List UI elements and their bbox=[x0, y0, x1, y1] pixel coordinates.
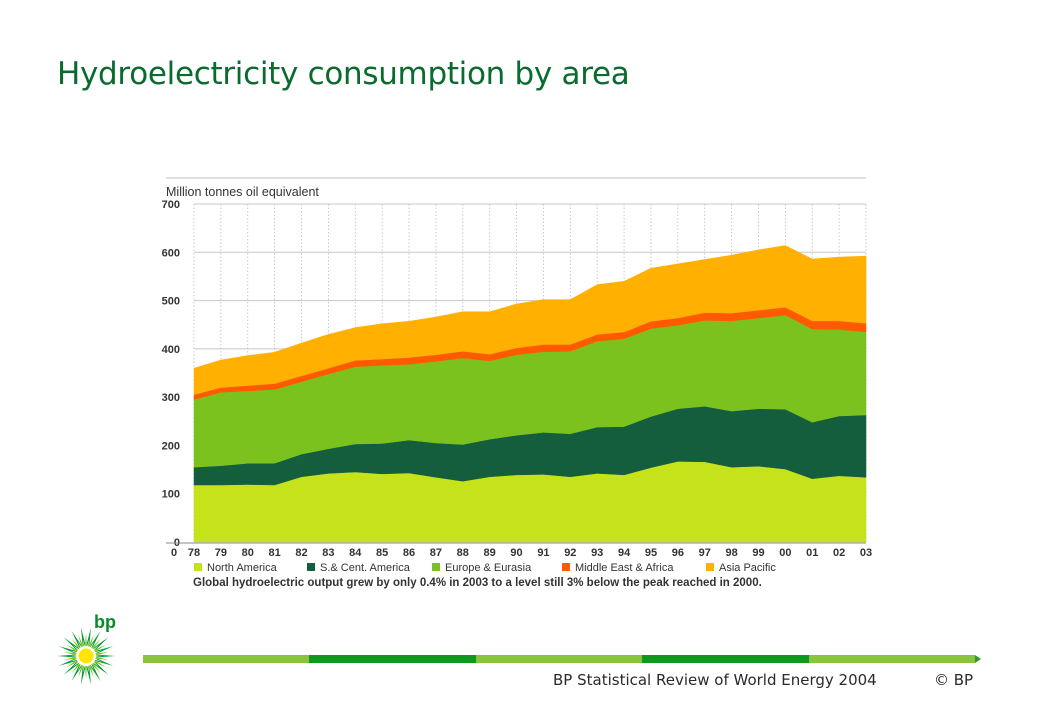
x-tick-label: 81 bbox=[269, 547, 281, 559]
chart-caption: Global hydroelectric output grew by only… bbox=[193, 577, 762, 589]
x-tick-label: 86 bbox=[403, 547, 415, 559]
footer-bar-segment bbox=[143, 655, 310, 663]
x-tick-label: 89 bbox=[484, 547, 496, 559]
x-tick-label: 92 bbox=[564, 547, 576, 559]
x-tick-label: 03 bbox=[860, 547, 872, 559]
x-tick-label: 00 bbox=[779, 547, 791, 559]
bp-logo-text: bp bbox=[94, 612, 116, 632]
legend-item: Middle East & Africa bbox=[562, 562, 674, 574]
x-tick-label: 97 bbox=[699, 547, 711, 559]
y-axis-label: Million tonnes oil equivalent bbox=[166, 185, 319, 199]
x-tick-label: 02 bbox=[833, 547, 845, 559]
legend-label: North America bbox=[207, 562, 278, 574]
legend-swatch bbox=[562, 563, 570, 571]
x-tick-label: 78 bbox=[188, 547, 200, 559]
legend-item: S.& Cent. America bbox=[307, 562, 411, 574]
x-tick-label: 79 bbox=[215, 547, 227, 559]
x-tick-label: 90 bbox=[510, 547, 522, 559]
footer-copyright: © BP bbox=[934, 671, 974, 689]
x-tick-label: 87 bbox=[430, 547, 442, 559]
x-tick-label: 96 bbox=[672, 547, 684, 559]
y-tick-label: 100 bbox=[162, 489, 180, 501]
x-tick-label: 91 bbox=[537, 547, 549, 559]
y-tick-label: 300 bbox=[162, 392, 180, 404]
x-tick-label: 85 bbox=[376, 547, 388, 559]
stacked-area-chart: Million tonnes oil equivalent 0100200300… bbox=[162, 177, 872, 589]
footer-bar-segment bbox=[309, 655, 476, 663]
x-tick-label: 84 bbox=[349, 547, 362, 559]
chart-axes: 01 00 200 300 400 500 600 700 0 78 79 80 81 82 83 84 85 8… bbox=[162, 199, 872, 559]
y-tick-label: 700 bbox=[162, 199, 180, 211]
x-tick-label: 94 bbox=[618, 547, 631, 559]
y-tick-label: 400 bbox=[162, 344, 180, 356]
footer-color-bar bbox=[143, 655, 976, 663]
x-tick-label: 83 bbox=[322, 547, 334, 559]
legend-label: Asia Pacific bbox=[719, 562, 776, 574]
footer-publication-text: BP Statistical Review of World Energy 20… bbox=[553, 671, 877, 689]
legend-label: S.& Cent. America bbox=[320, 562, 411, 574]
chart-legend: North America S.& Cent. America Europe & E… bbox=[194, 562, 776, 574]
legend-label: Europe & Eurasia bbox=[445, 562, 532, 574]
legend-swatch bbox=[307, 563, 315, 571]
chart-areas bbox=[193, 245, 867, 543]
footer-bar-segment bbox=[475, 655, 643, 663]
legend-item: North America bbox=[194, 562, 278, 574]
footer-arrow-icon bbox=[975, 655, 981, 663]
legend-item: Asia Pacific bbox=[706, 562, 776, 574]
x-tick-label: 98 bbox=[725, 547, 737, 559]
legend-swatch bbox=[706, 563, 714, 571]
area-asia-pacific bbox=[193, 245, 867, 396]
bp-helios-logo: bp bbox=[57, 612, 116, 685]
legend-swatch bbox=[194, 563, 202, 571]
footer-bar-segment bbox=[808, 655, 976, 663]
x-tick-label: 95 bbox=[645, 547, 657, 559]
footer-bar-segment bbox=[642, 655, 809, 663]
slide-title: Hydroelectricity consumption by area bbox=[57, 56, 630, 92]
y-tick-label: 200 bbox=[162, 440, 180, 452]
x-tick-label: 88 bbox=[457, 547, 469, 559]
y-tick-label: 600 bbox=[162, 247, 180, 259]
x-tick-label: 01 bbox=[806, 547, 818, 559]
x-tick-label: 0 bbox=[171, 547, 177, 559]
legend-swatch bbox=[432, 563, 440, 571]
x-tick-label: 99 bbox=[752, 547, 764, 559]
x-tick-label: 93 bbox=[591, 547, 603, 559]
y-tick-label: 500 bbox=[162, 296, 180, 308]
legend-item: Europe & Eurasia bbox=[432, 562, 532, 574]
x-tick-label: 80 bbox=[242, 547, 254, 559]
x-tick-label: 82 bbox=[295, 547, 307, 559]
legend-label: Middle East & Africa bbox=[575, 562, 674, 574]
